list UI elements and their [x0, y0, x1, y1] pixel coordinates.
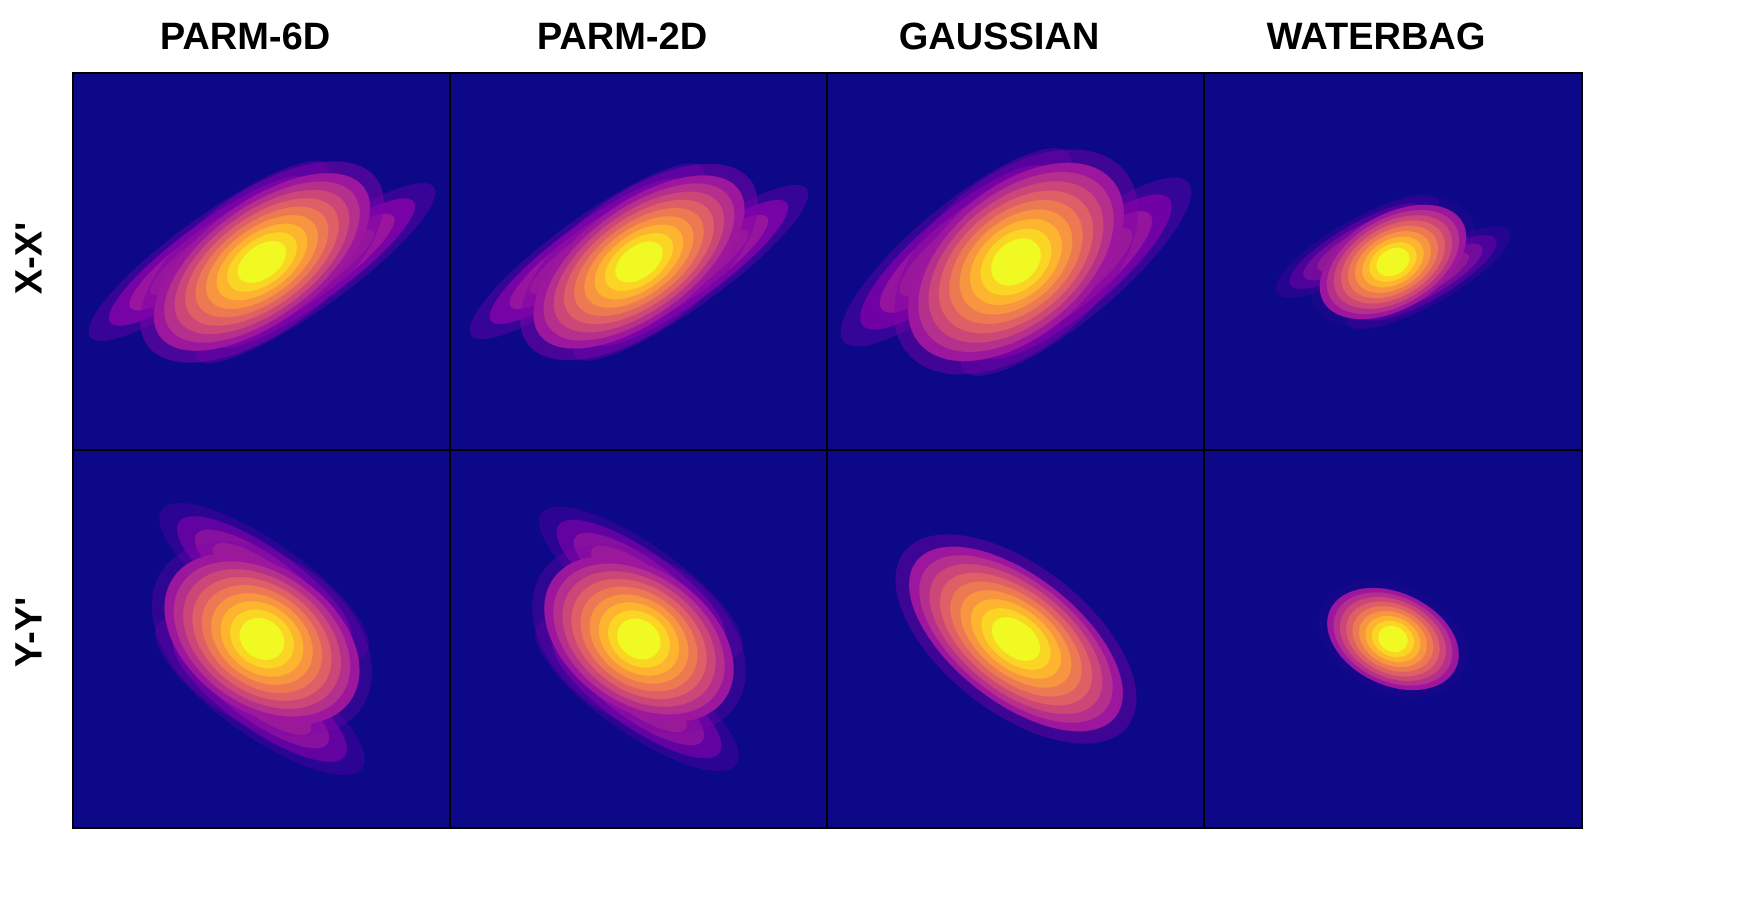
density-contour — [237, 241, 287, 283]
heatmap-panel — [449, 449, 829, 829]
heatmap-panel-plot — [74, 451, 450, 827]
heatmap-panel — [72, 72, 452, 452]
density-contour — [615, 241, 663, 283]
heatmap-panel — [826, 72, 1206, 452]
heatmap-panel — [1203, 72, 1583, 452]
heatmap-panel-plot — [1205, 451, 1581, 827]
heatmap-panel — [449, 72, 829, 452]
density-contour — [991, 238, 1041, 286]
heatmap-panel — [826, 449, 1206, 829]
heatmap-panel-plot — [74, 74, 450, 450]
heatmap-panel-plot — [451, 74, 827, 450]
column-title-waterbag: WATERBAG — [1266, 16, 1486, 58]
heatmap-panel-plot — [1205, 74, 1581, 450]
density-contour — [239, 617, 285, 661]
density-contour — [617, 618, 661, 660]
heatmap-panel-plot — [451, 451, 827, 827]
density-contour — [991, 617, 1041, 661]
heatmap-panel-plot — [828, 451, 1204, 827]
column-title-parm-6d: PARM-6D — [159, 16, 331, 58]
heatmap-panel — [1203, 449, 1583, 829]
heatmap-panel — [72, 449, 452, 829]
density-contour — [1378, 625, 1408, 653]
density-contour — [1376, 247, 1410, 277]
column-title-gaussian: GAUSSIAN — [898, 16, 1100, 58]
heatmap-panel-plot — [828, 74, 1204, 450]
column-title-parm-2d: PARM-2D — [536, 16, 708, 58]
